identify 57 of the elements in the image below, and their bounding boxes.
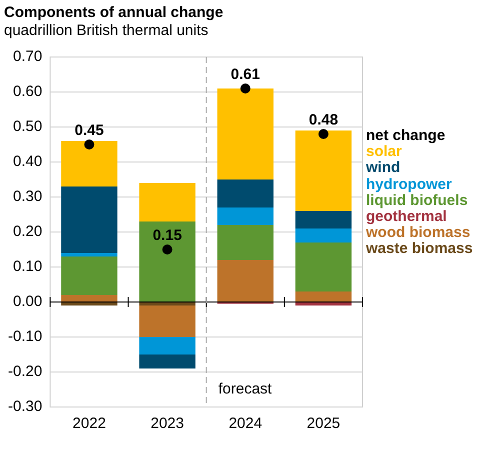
bar <box>61 256 118 295</box>
bar <box>61 186 118 253</box>
y-tick-label: 0.40 <box>12 153 42 170</box>
text: wind <box>366 159 402 177</box>
bar <box>295 292 352 302</box>
point <box>162 244 172 254</box>
data-label: 0.48 <box>308 112 338 129</box>
bar <box>139 183 196 222</box>
y-tick-label: -0.30 <box>8 398 42 416</box>
bar <box>295 211 352 228</box>
chart-title: Components of annual change <box>4 4 224 21</box>
point <box>84 140 94 150</box>
y-tick-label: 0.60 <box>12 83 42 100</box>
data-label: 0.61 <box>230 66 260 84</box>
ref-line-label: forecast <box>218 380 273 398</box>
bar <box>217 260 274 302</box>
y-tick-label: 0.50 <box>12 118 42 136</box>
x-tick-label: 2025 <box>306 415 340 432</box>
bar <box>295 228 352 242</box>
bar <box>217 180 274 208</box>
bar <box>139 354 196 368</box>
bar <box>139 337 196 354</box>
text: liquid biofuels <box>366 192 469 210</box>
point <box>318 129 328 139</box>
series-label: solar <box>366 143 402 160</box>
y-tick-label: 0.30 <box>12 188 42 206</box>
point <box>240 84 250 94</box>
y-tick-label: 0.10 <box>12 258 42 276</box>
x-tick-label: 2022 <box>72 415 106 432</box>
bar <box>61 302 118 306</box>
x-tick-label: 2023 <box>150 415 184 432</box>
bar <box>217 88 274 180</box>
text: geothermal <box>366 208 448 226</box>
y-tick-label: -0.20 <box>8 363 42 380</box>
bar <box>139 222 196 302</box>
bar <box>217 225 274 260</box>
chart-subtitle: quadrillion British thermal units <box>4 22 208 39</box>
bar <box>61 295 118 302</box>
bar <box>295 242 352 292</box>
bar <box>139 302 196 306</box>
text: waste biomass <box>366 240 473 258</box>
data-label: 0.45 <box>74 122 104 140</box>
x-tick-label: 2024 <box>228 415 262 432</box>
bar <box>295 130 352 211</box>
y-tick-label: 0.20 <box>12 223 42 240</box>
y-tick-label: 0.00 <box>12 293 42 310</box>
text: hydropower <box>366 176 453 193</box>
y-tick-label: -0.10 <box>8 328 42 346</box>
data-label: 0.15 <box>152 227 182 244</box>
bar <box>61 253 118 256</box>
text: net change <box>366 127 446 144</box>
bar <box>295 302 352 306</box>
bar <box>217 208 274 225</box>
y-tick-label: 0.70 <box>12 48 42 66</box>
bar <box>139 306 196 337</box>
text: wood biomass <box>366 224 472 242</box>
bar <box>61 141 118 186</box>
